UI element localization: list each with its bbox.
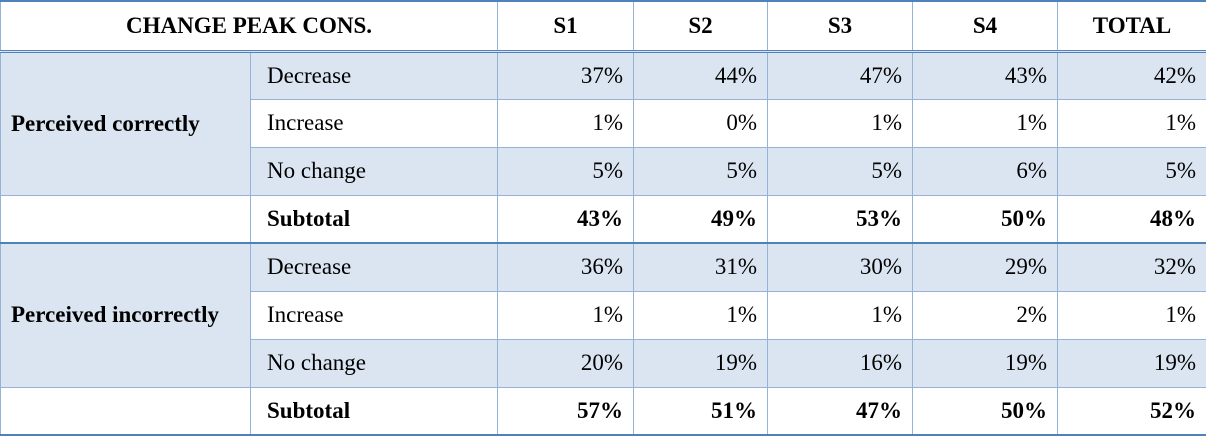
subtotal-value: 57%	[497, 386, 634, 436]
column-header: S4	[912, 0, 1058, 53]
cell-value: 1%	[633, 290, 768, 340]
blank-cell	[0, 194, 251, 244]
cell-value: 36%	[497, 242, 634, 292]
subtotal-label: Subtotal	[250, 386, 498, 436]
subtotal-value: 53%	[767, 194, 913, 244]
cell-value: 6%	[912, 146, 1058, 196]
cell-value: 1%	[767, 290, 913, 340]
cell-value: 20%	[497, 338, 634, 388]
cell-value: 5%	[497, 146, 634, 196]
cell-value: 29%	[912, 242, 1058, 292]
subtotal-value: 50%	[912, 194, 1058, 244]
column-header: S1	[497, 0, 634, 53]
data-table: CHANGE PEAK CONS. S1 S2 S3 S4 TOTAL Perceived…	[0, 0, 1206, 436]
group-label: Perceived correctly	[0, 50, 251, 196]
column-header: S3	[767, 0, 913, 53]
table-header: CHANGE PEAK CONS. S1 S2 S3 S4 TOTAL	[0, 0, 1206, 53]
cell-value: 42%	[1057, 50, 1206, 100]
data-row: Perceived incorrectly Decrease 36% 31% 30% 29…	[0, 242, 1206, 388]
data-row: Perceived correctly Decrease 37% 44% 47% 43% 4…	[0, 50, 1206, 196]
subtotal-value: 50%	[912, 386, 1058, 436]
cell-value: 19%	[633, 338, 768, 388]
cell-value: 16%	[767, 338, 913, 388]
row-label: Increase	[250, 98, 498, 148]
cell-value: 32%	[1057, 242, 1206, 292]
cell-value: 5%	[633, 146, 768, 196]
data-row: Increase 1% 1% 1% 2% 1%	[1, 290, 1206, 340]
column-header: CHANGE PEAK CONS.	[0, 0, 498, 53]
subtotal-value: 43%	[497, 194, 634, 244]
cell-value: 5%	[767, 146, 913, 196]
row-label: Increase	[250, 290, 498, 340]
subtotal-row: Subtotal 57% 51% 47% 50% 52%	[0, 386, 1206, 436]
cell-value: 19%	[912, 338, 1058, 388]
data-row: No change 5% 5% 5% 6% 5%	[1, 146, 1206, 196]
cell-value: 1%	[1057, 290, 1206, 340]
subtotal-value: 48%	[1057, 194, 1206, 244]
cell-value: 30%	[767, 242, 913, 292]
subtotal-value: 51%	[633, 386, 768, 436]
row-label: Decrease	[250, 242, 498, 292]
cell-value: 1%	[497, 98, 634, 148]
cell-value: 37%	[497, 50, 634, 100]
cell-value: 19%	[1057, 338, 1206, 388]
subtotal-value: 47%	[767, 386, 913, 436]
subtotal-row: Subtotal 43% 49% 53% 50% 48%	[0, 194, 1206, 244]
cell-value: 1%	[767, 98, 913, 148]
cell-value: 5%	[1057, 146, 1206, 196]
cell-value: 31%	[633, 242, 768, 292]
column-header: TOTAL	[1057, 0, 1206, 53]
subtotal-label: Subtotal	[250, 194, 498, 244]
cell-value: 44%	[633, 50, 768, 100]
cell-value: 43%	[912, 50, 1058, 100]
header-row: CHANGE PEAK CONS. S1 S2 S3 S4 TOTAL	[0, 0, 1206, 53]
row-label: Decrease	[250, 50, 498, 100]
cell-value: 1%	[912, 98, 1058, 148]
cell-value: 0%	[633, 98, 768, 148]
data-row: No change 20% 19% 16% 19% 19%	[1, 338, 1206, 388]
subtotal-value: 49%	[633, 194, 768, 244]
subtotal-value: 52%	[1057, 386, 1206, 436]
cell-value: 1%	[1057, 98, 1206, 148]
column-header: S2	[633, 0, 768, 53]
cell-value: 2%	[912, 290, 1058, 340]
row-label: No change	[250, 338, 498, 388]
cell-value: 1%	[497, 290, 634, 340]
cell-value: 47%	[767, 50, 913, 100]
row-label: No change	[250, 146, 498, 196]
group-label: Perceived incorrectly	[0, 242, 251, 388]
table-body: Perceived correctly Decrease 37% 44% 47% 43% 4…	[0, 50, 1206, 436]
blank-cell	[0, 386, 251, 436]
